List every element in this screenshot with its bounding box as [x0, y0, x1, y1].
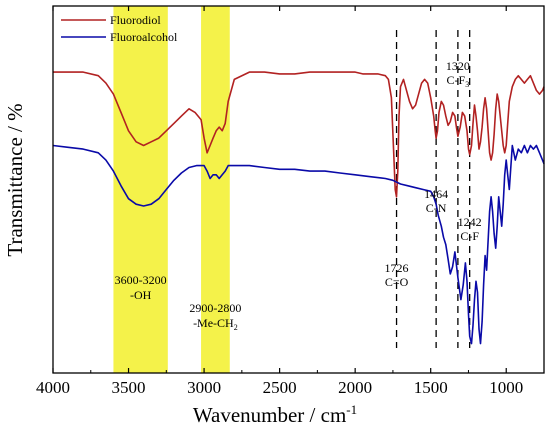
x-tick-label-4000: 4000 — [36, 378, 70, 397]
peak-label-1726: 1726 C=O — [385, 261, 409, 289]
peak-label-bond: C-F — [460, 229, 479, 243]
series-line-fluorodiol — [53, 71, 545, 198]
x-tick-label-1500: 1500 — [414, 378, 448, 397]
band-label-range: 3600-3200 — [115, 273, 167, 287]
x-tick-label-3000: 3000 — [187, 378, 221, 397]
band-label-range: 2900-2800 — [189, 301, 241, 315]
peak-label-subscript: 3 — [465, 80, 469, 89]
peak-label-wavenumber: 1464 — [424, 187, 448, 201]
x-tick-label-2000: 2000 — [338, 378, 372, 397]
plot-frame — [52, 5, 545, 374]
x-tick-label-3500: 3500 — [112, 378, 146, 397]
series-line-fluoroalcohol — [52, 144, 545, 345]
highlight-bands — [113, 6, 230, 373]
peak-label-bond: C-F — [447, 73, 466, 87]
peak-label-bond: C-N — [426, 201, 447, 215]
legend: Fluorodiol Fluoroalcohol — [61, 13, 178, 44]
x-axis-title: Wavenumber / cm-1 — [193, 402, 357, 427]
x-tick-label-1000: 1000 — [489, 378, 523, 397]
highlight-band-1 — [113, 6, 168, 373]
x-tick-label-2500: 2500 — [263, 378, 297, 397]
peak-label-wavenumber: 1726 — [385, 261, 409, 275]
band-label-group: -OH — [130, 288, 152, 302]
highlight-band-2 — [201, 6, 230, 373]
legend-label-fluorodiol: Fluorodiol — [110, 13, 161, 27]
series-lines — [52, 71, 545, 345]
peak-label-1242: 1242 C-F — [458, 215, 482, 243]
peak-label-wavenumber: 1242 — [458, 215, 482, 229]
y-axis-title: Transmittance / % — [3, 103, 27, 256]
peak-label-1320: 1320 C-F3 — [446, 59, 470, 89]
axis-ticks: 4000 3500 3000 2500 2000 1500 1000 — [36, 6, 523, 397]
band-label-subscript: 2 — [234, 323, 238, 332]
band-label-2: 2900-2800 -Me-CH2 — [189, 301, 241, 332]
peak-label-bond: C=O — [385, 275, 409, 289]
peak-label-wavenumber: 1320 — [446, 59, 470, 73]
band-label-group: -Me-CH — [193, 316, 234, 330]
band-label-1: 3600-3200 -OH — [115, 273, 167, 302]
peak-label-1464: 1464 C-N — [424, 187, 448, 215]
legend-label-fluoroalcohol: Fluoroalcohol — [110, 30, 178, 44]
